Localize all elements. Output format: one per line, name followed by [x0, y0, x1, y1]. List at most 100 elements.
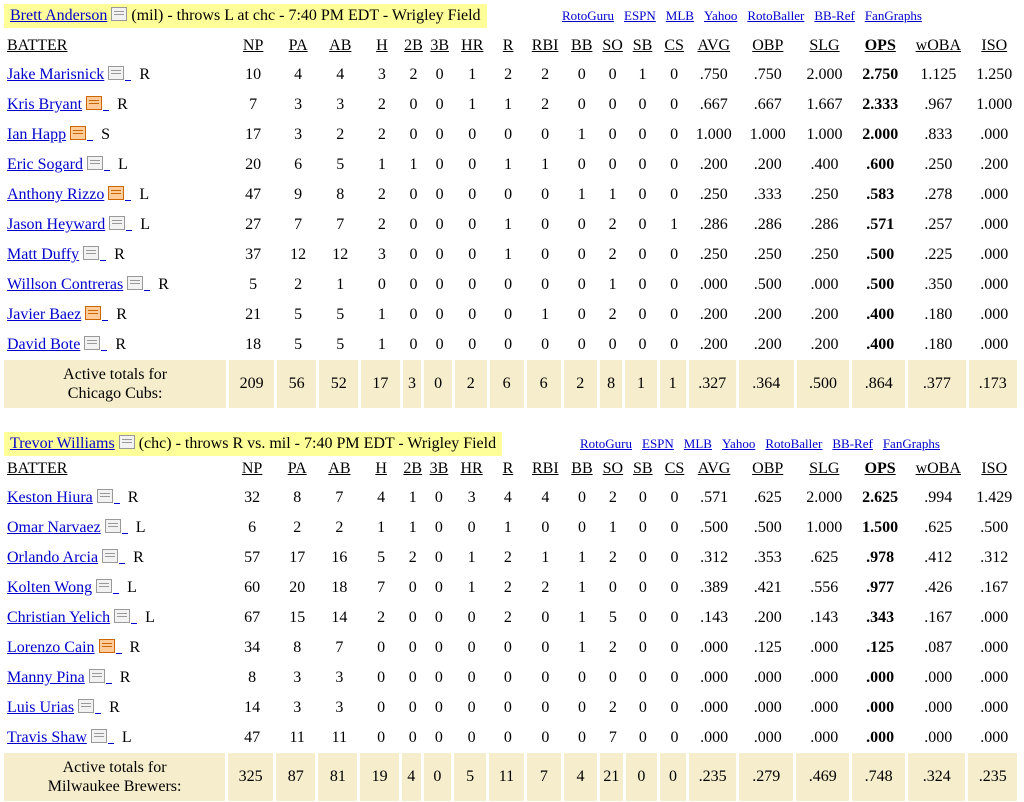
- link-mlb[interactable]: MLB: [665, 8, 694, 23]
- notes-icon[interactable]: [114, 609, 131, 623]
- column-header[interactable]: AVG: [697, 37, 731, 54]
- batter-link[interactable]: Willson Contreras: [7, 276, 124, 293]
- batter-link[interactable]: Javier Baez: [7, 306, 82, 323]
- notes-icon[interactable]: [108, 66, 125, 80]
- notes-icon[interactable]: [111, 7, 128, 21]
- notes-icon[interactable]: [84, 336, 101, 350]
- column-header[interactable]: BATTER: [7, 460, 68, 477]
- column-header[interactable]: CS: [664, 37, 684, 54]
- notes-icon[interactable]: [96, 489, 113, 503]
- notes-icon[interactable]: [83, 246, 100, 260]
- notes-icon[interactable]: [96, 579, 113, 593]
- notes-icon[interactable]: [108, 186, 125, 200]
- column-header[interactable]: ISO: [981, 37, 1008, 54]
- link-espn[interactable]: ESPN: [624, 8, 656, 23]
- link-bbref[interactable]: BB-Ref: [832, 436, 873, 451]
- column-header[interactable]: NP: [241, 460, 263, 477]
- batter-cell: David Bote R: [4, 330, 229, 360]
- column-header[interactable]: AB: [329, 37, 352, 54]
- batter-link[interactable]: Kris Bryant: [7, 96, 83, 113]
- column-header[interactable]: OBP: [752, 37, 784, 54]
- column-header[interactable]: SO: [602, 460, 624, 477]
- batter-link[interactable]: David Bote: [7, 336, 81, 353]
- notes-icon[interactable]: [86, 96, 103, 110]
- column-header[interactable]: 2B: [404, 37, 423, 54]
- link-espn[interactable]: ESPN: [642, 436, 674, 451]
- batter-link[interactable]: Manny Pina: [7, 669, 85, 686]
- notes-icon[interactable]: [98, 639, 115, 653]
- notes-icon[interactable]: [109, 216, 126, 230]
- column-header[interactable]: 2B: [403, 460, 423, 477]
- batter-link[interactable]: Christian Yelich: [7, 609, 111, 626]
- column-header[interactable]: H: [376, 37, 388, 54]
- column-header[interactable]: R: [502, 37, 514, 54]
- link-mlb[interactable]: MLB: [683, 436, 712, 451]
- column-header[interactable]: OPS: [864, 37, 896, 54]
- link-rotoballer[interactable]: RotoBaller: [765, 436, 823, 451]
- column-header[interactable]: HR: [461, 37, 484, 54]
- column-header[interactable]: SB: [632, 37, 653, 54]
- column-header[interactable]: PA: [287, 460, 307, 477]
- link-yahoo[interactable]: Yahoo: [703, 8, 738, 23]
- batter-link[interactable]: Orlando Arcia: [7, 549, 99, 566]
- batter-link[interactable]: Kolten Wong: [7, 579, 93, 596]
- batter-link[interactable]: Jason Heyward: [7, 216, 106, 233]
- column-header[interactable]: PA: [288, 37, 308, 54]
- batter-link[interactable]: Eric Sogard: [7, 156, 83, 173]
- notes-icon[interactable]: [127, 276, 144, 290]
- batter-cell: Omar Narvaez L: [4, 513, 228, 543]
- notes-icon[interactable]: [90, 729, 107, 743]
- batter-link[interactable]: Ian Happ: [7, 126, 67, 143]
- column-header[interactable]: wOBA: [915, 460, 961, 477]
- notes-icon[interactable]: [86, 156, 103, 170]
- notes-icon[interactable]: [78, 699, 95, 713]
- column-header[interactable]: SLG: [809, 460, 840, 477]
- column-header[interactable]: SO: [602, 37, 623, 54]
- column-header[interactable]: AB: [328, 460, 351, 477]
- link-rotoguru[interactable]: RotoGuru: [562, 8, 614, 23]
- batter-link[interactable]: Keston Hiura: [7, 489, 93, 506]
- batter-link[interactable]: Lorenzo Cain: [7, 639, 95, 656]
- stat-cell: 5: [336, 336, 345, 353]
- column-header[interactable]: NP: [242, 37, 264, 54]
- batter-link[interactable]: Omar Narvaez: [7, 519, 101, 536]
- notes-icon[interactable]: [88, 669, 105, 683]
- pitcher-link[interactable]: Brett Anderson: [10, 7, 108, 24]
- notes-icon[interactable]: [102, 549, 119, 563]
- column-header[interactable]: CS: [664, 460, 685, 477]
- pitcher-link[interactable]: Trevor Williams: [10, 435, 115, 452]
- column-header[interactable]: AVG: [697, 460, 731, 477]
- batter-link[interactable]: Anthony Rizzo: [7, 186, 105, 203]
- column-header[interactable]: 3B: [429, 460, 449, 477]
- stat-cell: .250: [753, 246, 782, 263]
- column-header[interactable]: RBI: [531, 460, 559, 477]
- column-header[interactable]: RBI: [531, 37, 559, 54]
- link-fangraphs[interactable]: FanGraphs: [864, 8, 922, 23]
- column-header[interactable]: R: [502, 460, 514, 477]
- column-header[interactable]: wOBA: [915, 37, 962, 54]
- column-header[interactable]: 3B: [430, 37, 449, 54]
- batter-link[interactable]: Travis Shaw: [7, 729, 87, 746]
- column-header[interactable]: ISO: [981, 460, 1008, 477]
- column-header[interactable]: HR: [460, 460, 483, 477]
- link-fangraphs[interactable]: FanGraphs: [882, 436, 940, 451]
- batter-link[interactable]: Luis Urias: [7, 699, 75, 716]
- notes-icon[interactable]: [104, 519, 121, 533]
- link-rotoguru[interactable]: RotoGuru: [580, 436, 632, 451]
- column-header[interactable]: OPS: [864, 460, 896, 477]
- column-header[interactable]: BATTER: [7, 37, 68, 54]
- batter-link[interactable]: Matt Duffy: [7, 246, 80, 263]
- column-header[interactable]: SLG: [809, 37, 840, 54]
- column-header[interactable]: BB: [571, 460, 593, 477]
- link-bbref[interactable]: BB-Ref: [814, 8, 855, 23]
- column-header[interactable]: SB: [633, 460, 653, 477]
- link-yahoo[interactable]: Yahoo: [721, 436, 756, 451]
- link-rotoballer[interactable]: RotoBaller: [747, 8, 805, 23]
- column-header[interactable]: BB: [571, 37, 593, 54]
- notes-icon[interactable]: [118, 435, 135, 449]
- column-header[interactable]: H: [375, 460, 387, 477]
- column-header[interactable]: OBP: [752, 460, 784, 477]
- batter-link[interactable]: Jake Marisnick: [7, 66, 105, 83]
- notes-icon[interactable]: [85, 306, 102, 320]
- notes-icon[interactable]: [70, 126, 87, 140]
